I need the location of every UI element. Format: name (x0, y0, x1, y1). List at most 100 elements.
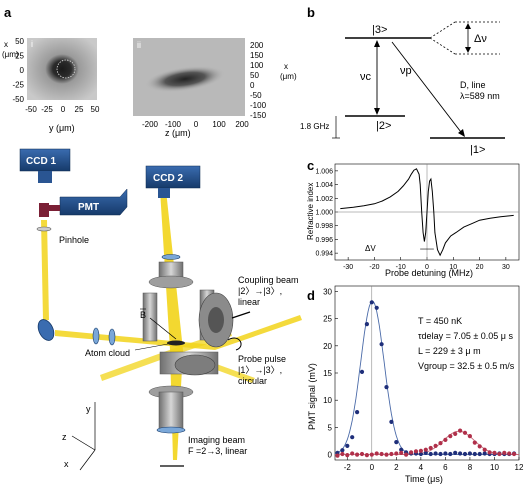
inset-ii-label: ii (137, 40, 141, 50)
chart-d-xtick-label: 0 (370, 463, 375, 472)
inset-ii-ytick: -100 (250, 101, 267, 110)
inset-i-xtick: -50 (25, 105, 37, 114)
chart-d-ytick-label: 30 (323, 287, 332, 296)
inset-ii-ytick: 50 (250, 71, 259, 80)
pmt-beam (41, 220, 49, 320)
inset-i-ytick: -50 (12, 95, 24, 104)
chart-d-point-series2 (364, 453, 369, 458)
chart-d-xtick-label: -2 (344, 463, 352, 472)
imaging-beam-line2: F =2→3, linear (188, 446, 247, 456)
coupling-polarization-arrow (231, 311, 251, 319)
chart-d-point-series1 (359, 369, 365, 374)
probe-pulse-line1: Probe pulse (238, 354, 286, 364)
chart-d-point-series1 (438, 451, 443, 457)
chart-d-xtick-label: 6 (443, 463, 448, 472)
chart-d-point-series2 (413, 449, 419, 454)
chart-d-point-series1 (389, 419, 394, 424)
chamber (142, 261, 234, 434)
energy-level-diagram: |3> Δν |2> |1> νc νp D, line λ=589 nm 1.… (300, 21, 505, 156)
inset-i-ylabel-x: x (4, 40, 8, 49)
inset-i-xtick: 25 (75, 105, 84, 114)
chart-d-point-series1 (350, 435, 355, 440)
chart-d-point-series2 (379, 451, 384, 457)
chart-d: 30 25 20 15 10 5 0 -2 0 2 4 6 8 10 12 T = 450 nK τdel… (307, 285, 524, 484)
chart-c-xtick-label: -10 (396, 264, 406, 271)
panel-b-label: b (307, 5, 315, 20)
atom-cloud (167, 340, 185, 346)
inset-i-ylabel-unit: (μm) (2, 50, 19, 59)
lens-1 (92, 327, 100, 345)
chart-d-point-series2 (394, 451, 399, 456)
chart-d-point-series1 (374, 305, 379, 310)
nu-p-arrow (391, 41, 465, 137)
chart-d-point-series2 (462, 430, 468, 435)
chart-d-annot-vgroup: Vgroup = 32.5 ± 0.5 m/s (418, 361, 515, 371)
coupling-beam-line2: |2〉→|3〉, (238, 286, 282, 296)
axis-y-label: y (86, 404, 91, 414)
chart-d-point-series1 (458, 451, 463, 456)
chart-d-point-series1 (472, 451, 477, 457)
panel-d-label: d (307, 288, 315, 303)
chart-d-point-series2 (409, 450, 414, 455)
ccd1: CCD 1 (19, 148, 71, 183)
chart-d-annot-tau: τdelay = 7.05 ± 0.05 μ s (418, 331, 513, 341)
chart-d-point-series2 (335, 453, 340, 458)
inset-i-ytick: 50 (15, 37, 24, 46)
inset-ii-ytick: 0 (250, 81, 255, 90)
inset-ii-ylabel-unit: (μm) (280, 72, 297, 81)
chamber-bottom-lens (156, 426, 186, 434)
chart-d-point-series2 (399, 450, 404, 455)
chart-d-point-series2 (443, 437, 448, 442)
chart-c: 1.006 1.004 1.002 1.000 0.998 0.996 0.994 -30 -… (306, 163, 520, 278)
lens-ccd2 (161, 254, 181, 260)
inset-ii-xlabel: z (μm) (165, 128, 191, 138)
chart-c-xtick-label: -20 (369, 264, 379, 271)
chart-c-refractive-index-line (340, 168, 514, 257)
chart-d-point-series2 (492, 450, 497, 455)
chart-d-xtick-label: 2 (394, 463, 399, 472)
nu-c-label: νc (360, 71, 372, 83)
coupling-beam-line3: linear (238, 297, 260, 307)
panel-a-annotations: B Atom cloud Coupling beam |2〉→|3〉, line… (62, 275, 299, 471)
chart-d-point-series2 (458, 428, 463, 433)
chart-c-ytick-label: 0.994 (315, 251, 333, 258)
chart-d-point-series2 (369, 452, 374, 457)
chart-c-annotation: ΔV (365, 244, 376, 253)
chart-d-point-series1 (462, 451, 468, 457)
inset-ii-ytick: 100 (250, 61, 264, 70)
chart-d-point-series2 (467, 434, 472, 439)
chart-c-ytick-label: 1.002 (315, 196, 333, 203)
chart-c-xtick-label: -30 (343, 264, 353, 271)
chart-d-point-series2 (502, 450, 507, 455)
inset-ii-xtick: -200 (142, 120, 159, 129)
chamber-top-flange (148, 275, 194, 289)
chart-d-point-series1 (467, 451, 472, 456)
chart-d-point-series1 (345, 443, 350, 448)
chart-c-xtick-label: 0 (425, 264, 429, 271)
ccd2-label: CCD 2 (153, 173, 183, 184)
chart-d-point-series2 (507, 451, 512, 456)
chart-d-point-series1 (433, 451, 438, 456)
chart-d-point-series1 (428, 451, 433, 457)
axis-x (79, 449, 96, 471)
inset-ii-xtick: 200 (235, 120, 249, 129)
inset-i-ytick: 0 (20, 66, 25, 75)
nu-c-arrowhead-top (374, 40, 380, 47)
chart-d-point-series1 (448, 451, 453, 457)
inset-i-label-overlay: i (31, 39, 33, 49)
chart-d-point-series2 (384, 452, 389, 457)
chart-d-point-series2 (404, 452, 409, 457)
chart-c-ytick-label: 1.006 (315, 168, 333, 175)
chart-d-point-series1 (453, 450, 458, 455)
atom-cloud-label: Atom cloud (85, 348, 130, 358)
chart-d-annot-L: L = 229 ± 3 μ m (418, 346, 481, 356)
pinhole-disk (36, 226, 52, 232)
pmt-body (59, 188, 128, 216)
chart-d-ytick-label: 20 (323, 342, 332, 351)
splitting-label: 1.8 GHz (300, 122, 329, 131)
inset-ii-xtick: -100 (165, 120, 182, 129)
chart-d-point-series2 (482, 447, 487, 452)
inset-ii-ytick: 200 (250, 41, 264, 50)
